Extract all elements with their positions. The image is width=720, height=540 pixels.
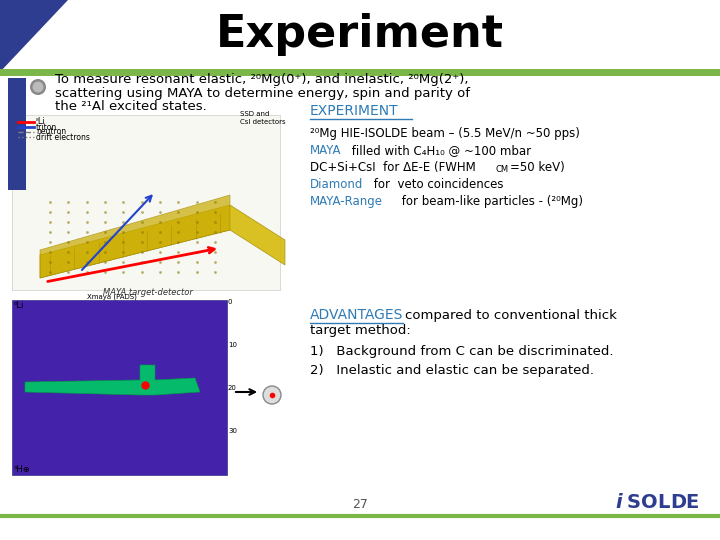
Text: Experiment: Experiment — [216, 14, 504, 57]
Text: MAYA target-detector: MAYA target-detector — [103, 288, 193, 297]
Text: To measure resonant elastic, ²⁰Mg(0⁺), and inelastic, ²⁰Mg(2⁺),: To measure resonant elastic, ²⁰Mg(0⁺), a… — [55, 73, 469, 86]
Text: 0: 0 — [228, 299, 233, 305]
Text: Xmaya (PADS): Xmaya (PADS) — [87, 294, 137, 300]
Text: neutron: neutron — [36, 127, 66, 137]
Circle shape — [263, 386, 281, 404]
Text: for  veto coincidences: for veto coincidences — [370, 179, 503, 192]
Text: 20: 20 — [228, 385, 237, 391]
Text: DC+Si+CsI  for ΔE-E (FWHM: DC+Si+CsI for ΔE-E (FWHM — [310, 161, 476, 174]
Text: triton: triton — [36, 123, 58, 132]
Bar — [12, 115, 280, 290]
Text: ³H⊕: ³H⊕ — [14, 465, 31, 475]
Text: SSD and
CsI detectors: SSD and CsI detectors — [240, 111, 286, 125]
Text: D: D — [670, 492, 686, 511]
Bar — [12, 300, 227, 475]
Text: scattering using MAYA to determine energy, spin and parity of: scattering using MAYA to determine energ… — [55, 86, 470, 99]
Text: 10: 10 — [228, 342, 237, 348]
Polygon shape — [0, 0, 68, 72]
Text: L: L — [657, 492, 670, 511]
Text: ²⁰Mg HIE-ISOLDE beam – (5.5 MeV/n ~50 pps): ²⁰Mg HIE-ISOLDE beam – (5.5 MeV/n ~50 pp… — [310, 127, 580, 140]
Bar — [8, 78, 26, 190]
Text: compared to conventional thick: compared to conventional thick — [405, 309, 617, 322]
Text: O: O — [641, 492, 657, 511]
Text: ADVANTAGES: ADVANTAGES — [310, 308, 403, 322]
Text: 2)   Inelastic and elastic can be separated.: 2) Inelastic and elastic can be separate… — [310, 364, 594, 377]
Text: MAYA: MAYA — [310, 145, 341, 158]
Text: =50 keV): =50 keV) — [510, 161, 564, 174]
Text: 1)   Background from C can be discriminated.: 1) Background from C can be discriminate… — [310, 345, 613, 358]
Text: for beam-like particles - (²⁰Mg): for beam-like particles - (²⁰Mg) — [398, 195, 583, 208]
Text: Diamond: Diamond — [310, 179, 364, 192]
Text: i: i — [615, 492, 621, 511]
Text: MAYA-Range: MAYA-Range — [310, 195, 383, 208]
Text: E: E — [685, 492, 698, 511]
Polygon shape — [40, 205, 285, 278]
Circle shape — [32, 82, 43, 92]
Polygon shape — [25, 365, 200, 395]
Text: S: S — [627, 492, 641, 511]
Circle shape — [30, 79, 46, 95]
Text: the ²¹Al excited states.: the ²¹Al excited states. — [55, 99, 207, 112]
Text: EXPERIMENT: EXPERIMENT — [310, 104, 399, 118]
Text: 27: 27 — [352, 497, 368, 510]
Text: 30: 30 — [228, 428, 237, 434]
Text: filled with C₄H₁₀ @ ~100 mbar: filled with C₄H₁₀ @ ~100 mbar — [348, 145, 531, 158]
Text: ⁶Li: ⁶Li — [14, 300, 24, 309]
Polygon shape — [40, 195, 230, 278]
Text: drift electrons: drift electrons — [36, 132, 90, 141]
Text: CM: CM — [496, 165, 509, 174]
Text: ⁸Li: ⁸Li — [36, 118, 45, 126]
Text: target method:: target method: — [310, 324, 410, 337]
